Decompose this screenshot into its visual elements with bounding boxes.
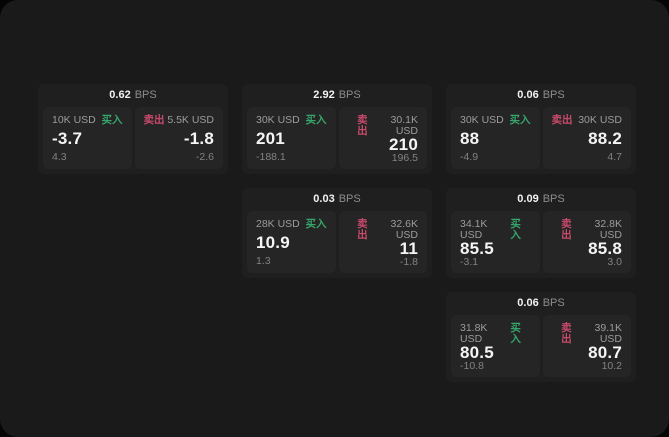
buy-panel[interactable]: 10K USD 买入 -3.7 4.3	[43, 107, 132, 169]
buy-size-label: 28K USD	[256, 218, 300, 230]
sell-delta-value: 3.0	[607, 256, 622, 268]
buy-size-label: 34.1K USD	[460, 218, 488, 241]
quote-card-6[interactable]: 0.06 BPS 31.8K USD 买入 80.5 -10.8 卖出 39.1…	[446, 292, 636, 382]
quote-grid: 0.62 BPS 10K USD 买入 -3.7 4.3 卖出 5.5K USD	[38, 84, 636, 382]
quote-body: 31.8K USD 买入 80.5 -10.8 卖出 39.1K USD 80.…	[446, 315, 636, 382]
buy-price-value: 80.5	[460, 343, 494, 362]
sell-panel[interactable]: 卖出 32.8K USD 85.8 3.0	[542, 211, 631, 273]
sell-panel[interactable]: 卖出 39.1K USD 80.7 10.2	[542, 315, 631, 377]
sell-size-label: 30K USD	[578, 114, 622, 126]
spread-header: 2.92 BPS	[242, 84, 432, 107]
sell-delta-value: 10.2	[601, 360, 622, 372]
buy-size-label: 31.8K USD	[460, 322, 488, 345]
quote-card-2[interactable]: 2.92 BPS 30K USD 买入 201 -188.1 卖出 30.1K …	[242, 84, 432, 174]
bps-unit-label: BPS	[542, 297, 565, 309]
buy-size-label: 30K USD	[460, 114, 504, 126]
buy-price-value: 10.9	[256, 233, 290, 252]
quote-body: 34.1K USD 买入 85.5 -3.1 卖出 32.8K USD 85.8…	[446, 211, 636, 278]
buy-price-value: 85.5	[460, 239, 494, 258]
sell-side-label: 卖出	[551, 114, 573, 126]
buy-panel[interactable]: 34.1K USD 买入 85.5 -3.1	[451, 211, 540, 273]
sell-side-label: 卖出	[143, 114, 165, 126]
buy-delta-value: -10.8	[460, 360, 484, 372]
buy-side-label: 买入	[510, 218, 521, 241]
bps-unit-label: BPS	[338, 89, 361, 101]
sell-size-label: 32.6K USD	[390, 218, 418, 241]
sell-side-label: 卖出	[561, 322, 572, 345]
spread-bps-value: 0.06	[517, 89, 539, 101]
quote-card-5[interactable]: 0.09 BPS 34.1K USD 买入 85.5 -3.1 卖出 32.8K…	[446, 188, 636, 278]
buy-price-value: 88	[460, 129, 480, 148]
buy-size-label: 10K USD	[52, 114, 96, 126]
spread-header: 0.62 BPS	[38, 84, 228, 107]
spread-header: 0.09 BPS	[446, 188, 636, 211]
buy-delta-value: -3.1	[460, 256, 479, 268]
sell-panel[interactable]: 卖出 30K USD 88.2 4.7	[542, 107, 631, 169]
spread-bps-value: 0.06	[517, 297, 539, 309]
buy-delta-value: -4.9	[460, 150, 479, 163]
spread-bps-value: 2.92	[313, 89, 335, 101]
spread-bps-value: 0.09	[517, 193, 539, 205]
sell-panel[interactable]: 卖出 30.1K USD 210 196.5	[338, 107, 427, 169]
sell-delta-value: -1.8	[399, 256, 418, 268]
buy-side-label: 买入	[305, 218, 327, 230]
sell-side-label: 卖出	[561, 218, 572, 241]
buy-delta-value: 4.3	[52, 150, 67, 163]
sell-delta-value: 196.5	[391, 152, 418, 164]
buy-side-label: 买入	[305, 114, 327, 126]
bps-unit-label: BPS	[134, 89, 157, 101]
quote-card-4[interactable]: 0.03 BPS 28K USD 买入 10.9 1.3 卖出 32.6K US…	[242, 188, 432, 278]
buy-size-label: 30K USD	[256, 114, 300, 126]
sell-price-value: -1.8	[183, 129, 214, 148]
bps-unit-label: BPS	[542, 193, 565, 205]
spread-bps-value: 0.03	[313, 193, 335, 205]
buy-price-value: 201	[256, 129, 285, 148]
spread-bps-value: 0.62	[109, 89, 131, 101]
quote-card-3[interactable]: 0.06 BPS 30K USD 买入 88 -4.9 卖出 30K USD	[446, 84, 636, 174]
sell-delta-value: -2.6	[195, 150, 214, 163]
sell-price-value: 80.7	[588, 343, 622, 362]
sell-side-label: 卖出	[357, 218, 368, 241]
buy-price-value: -3.7	[52, 129, 83, 148]
quote-body: 28K USD 买入 10.9 1.3 卖出 32.6K USD 11 -1.8	[242, 211, 432, 278]
sell-price-value: 210	[389, 135, 418, 154]
quote-body: 30K USD 买入 201 -188.1 卖出 30.1K USD 210 1…	[242, 107, 432, 174]
buy-delta-value: 1.3	[256, 254, 271, 267]
sell-size-label: 30.1K USD	[390, 114, 418, 137]
quote-body: 10K USD 买入 -3.7 4.3 卖出 5.5K USD -1.8 -2.…	[38, 107, 228, 174]
sell-size-label: 39.1K USD	[594, 322, 622, 345]
bps-unit-label: BPS	[338, 193, 361, 205]
sell-side-label: 卖出	[357, 114, 368, 137]
quote-card-1[interactable]: 0.62 BPS 10K USD 买入 -3.7 4.3 卖出 5.5K USD	[38, 84, 228, 174]
sell-panel[interactable]: 卖出 5.5K USD -1.8 -2.6	[134, 107, 223, 169]
sell-price-value: 11	[399, 239, 418, 258]
buy-side-label: 买入	[101, 114, 123, 126]
buy-panel[interactable]: 30K USD 买入 88 -4.9	[451, 107, 540, 169]
bps-unit-label: BPS	[542, 89, 565, 101]
buy-side-label: 买入	[510, 322, 521, 345]
spread-header: 0.03 BPS	[242, 188, 432, 211]
sell-panel[interactable]: 卖出 32.6K USD 11 -1.8	[338, 211, 427, 273]
buy-panel[interactable]: 31.8K USD 买入 80.5 -10.8	[451, 315, 540, 377]
buy-delta-value: -188.1	[256, 150, 286, 163]
sell-delta-value: 4.7	[607, 150, 622, 163]
quote-body: 30K USD 买入 88 -4.9 卖出 30K USD 88.2 4.7	[446, 107, 636, 174]
buy-panel[interactable]: 28K USD 买入 10.9 1.3	[247, 211, 336, 273]
spread-header: 0.06 BPS	[446, 292, 636, 315]
sell-size-label: 5.5K USD	[167, 114, 214, 126]
spread-header: 0.06 BPS	[446, 84, 636, 107]
sell-price-value: 88.2	[588, 129, 622, 148]
buy-panel[interactable]: 30K USD 买入 201 -188.1	[247, 107, 336, 169]
buy-side-label: 买入	[509, 114, 531, 126]
sell-size-label: 32.8K USD	[594, 218, 622, 241]
sell-price-value: 85.8	[588, 239, 622, 258]
